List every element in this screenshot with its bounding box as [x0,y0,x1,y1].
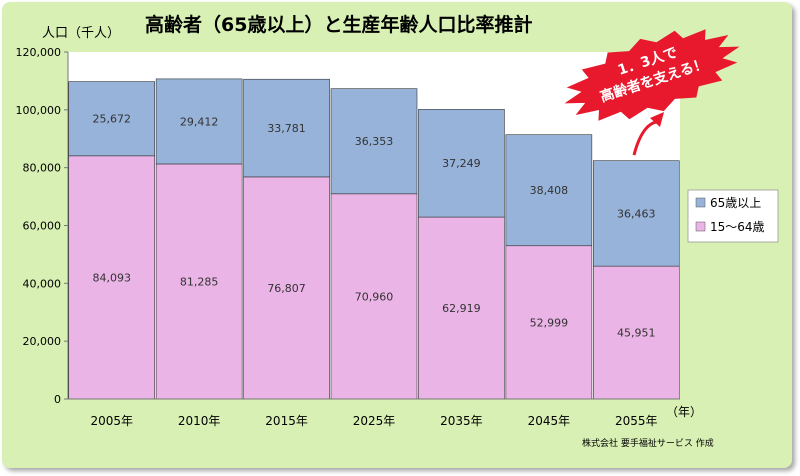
x-tick-label: 2005年 [90,414,133,428]
credit-text: 株式会社 要手福祉サービス 作成 [582,437,714,449]
bar-value-label-65-plus: 25,672 [92,113,131,126]
bar-15-64 [68,155,156,400]
bar-value-label-15-64: 45,951 [617,327,656,340]
bar-65-plus [243,78,330,178]
bar-value-label-65-plus: 36,353 [355,135,394,148]
callout-arrowhead [650,112,664,127]
y-tick-label: 20,000 [23,335,62,348]
bar-value-label-15-64: 81,285 [180,275,219,288]
legend-label-65-plus: 65歳以上 [710,196,761,210]
x-tick-label: 2015年 [265,414,308,428]
bar-15-64 [592,265,680,400]
bar-value-label-65-plus: 37,249 [442,157,481,170]
bar-value-label-65-plus: 29,412 [180,115,219,128]
bar-15-64 [330,193,418,400]
bar-65-plus [592,160,680,267]
y-tick-label: 80,000 [23,162,62,175]
bar-value-label-15-64: 62,919 [442,302,481,315]
bar-value-label-15-64: 52,999 [530,316,569,329]
callout-arrow [632,120,657,156]
y-axis: 0 20,000 40,000 60,000 80,000 100,000 120,000 [16,46,69,406]
legend: 65歳以上 15～64歳 [687,189,779,243]
bar-15-64 [243,176,330,400]
bar-value-label-65-plus: 33,781 [267,122,306,135]
x-axis-unit-label: （年） [666,405,702,419]
x-tick-label: 2025年 [353,414,396,428]
bar-65-plus [155,78,243,165]
y-tick-label: 120,000 [16,46,62,59]
bar-15-64 [418,216,505,400]
x-tick-label: 2055年 [615,414,658,428]
y-tick-label: 100,000 [16,104,62,117]
bar-value-label-15-64: 70,960 [355,290,394,303]
bar-value-label-15-64: 76,807 [267,282,306,295]
x-tick-label: 2010年 [178,414,221,428]
x-axis: 2005年 2010年 2015年 2025年 2035年 2045年 2055年 [68,398,680,428]
callout-burst [564,29,740,121]
legend-label-15-64: 15～64歳 [710,220,765,234]
bars: 84,093 25,672 81,285 29,412 76,807 33,781 70,9… [68,78,680,400]
bar-value-label-65-plus: 38,408 [530,184,569,197]
bar-65-plus [418,109,505,218]
bar-65-plus [330,88,418,195]
chart-title: 高齢者（65歳以上）と生産年齢人口比率推計 [145,13,532,36]
bar-65-plus [505,134,593,247]
bar-15-64 [155,163,243,400]
x-tick-label: 2035年 [440,414,483,428]
x-tick-label: 2045年 [528,414,571,428]
y-tick-label: 40,000 [23,277,62,290]
legend-swatch-15-64 [695,221,706,232]
bar-value-label-15-64: 84,093 [92,271,131,284]
legend-swatch-65-plus [695,197,706,208]
y-tick-label: 60,000 [23,220,62,233]
y-axis-unit-label: 人口（千人） [42,26,120,41]
y-tick-label: 0 [54,393,61,406]
bar-15-64 [505,245,593,400]
bar-65-plus [68,81,156,157]
bar-value-label-65-plus: 36,463 [617,207,656,220]
